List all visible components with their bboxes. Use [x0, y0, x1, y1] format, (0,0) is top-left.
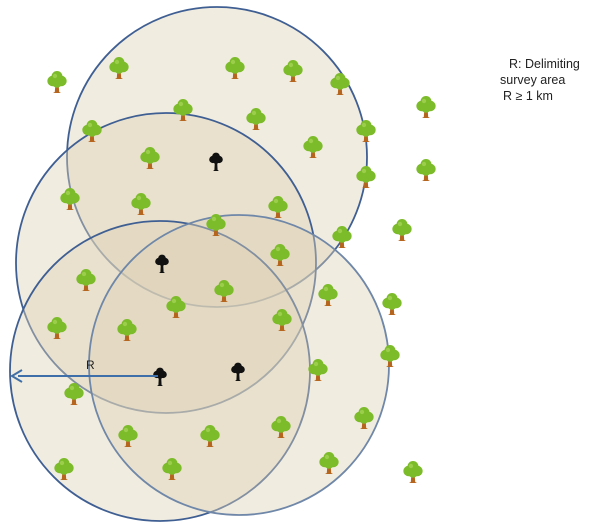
healthy-tree-icon [354, 407, 374, 429]
healthy-tree-icon [162, 458, 182, 480]
healthy-tree-icon [117, 319, 137, 341]
healthy-trees [47, 57, 436, 483]
healthy-tree-icon [225, 57, 245, 79]
infected-tree-icon [209, 152, 223, 171]
healthy-tree-icon [200, 425, 220, 447]
healthy-tree-icon [54, 458, 74, 480]
infected-tree-icon [155, 254, 169, 273]
healthy-tree-icon [392, 219, 412, 241]
healthy-tree-icon [332, 226, 352, 248]
healthy-tree-icon [356, 166, 376, 188]
legend-line-3: R ≥ 1 km [503, 89, 553, 103]
healthy-tree-icon [272, 309, 292, 331]
infected-tree-icon [231, 362, 245, 381]
healthy-tree-icon [131, 193, 151, 215]
healthy-tree-icon [60, 188, 80, 210]
healthy-tree-icon [118, 425, 138, 447]
healthy-tree-icon [82, 120, 102, 142]
healthy-tree-icon [206, 214, 226, 236]
healthy-tree-icon [330, 73, 350, 95]
legend-line-2: survey area [500, 73, 566, 87]
healthy-tree-icon [47, 71, 67, 93]
radius-label: R [86, 358, 95, 372]
healthy-tree-icon [416, 159, 436, 181]
healthy-tree-icon [173, 99, 193, 121]
healthy-tree-icon [403, 461, 423, 483]
healthy-tree-icon [270, 244, 290, 266]
healthy-tree-icon [356, 120, 376, 142]
healthy-tree-icon [308, 359, 328, 381]
radius-arrow-head [10, 369, 23, 383]
healthy-tree-icon [380, 345, 400, 367]
healthy-tree-icon [214, 280, 234, 302]
healthy-tree-icon [382, 293, 402, 315]
legend-line-1: R: Delimiting [509, 57, 580, 71]
healthy-tree-icon [76, 269, 96, 291]
healthy-tree-icon [109, 57, 129, 79]
healthy-tree-icon [271, 416, 291, 438]
healthy-tree-icon [246, 108, 266, 130]
legend: R: Delimiting survey area R ≥ 1 km [500, 56, 596, 104]
healthy-tree-icon [166, 296, 186, 318]
healthy-tree-icon [64, 383, 84, 405]
radius-indicator: R [10, 358, 158, 383]
healthy-tree-icon [318, 284, 338, 306]
healthy-tree-icon [47, 317, 67, 339]
healthy-tree-icon [319, 452, 339, 474]
healthy-tree-icon [268, 196, 288, 218]
healthy-tree-icon [283, 60, 303, 82]
healthy-tree-icon [303, 136, 323, 158]
healthy-tree-icon [416, 96, 436, 118]
healthy-tree-icon [140, 147, 160, 169]
